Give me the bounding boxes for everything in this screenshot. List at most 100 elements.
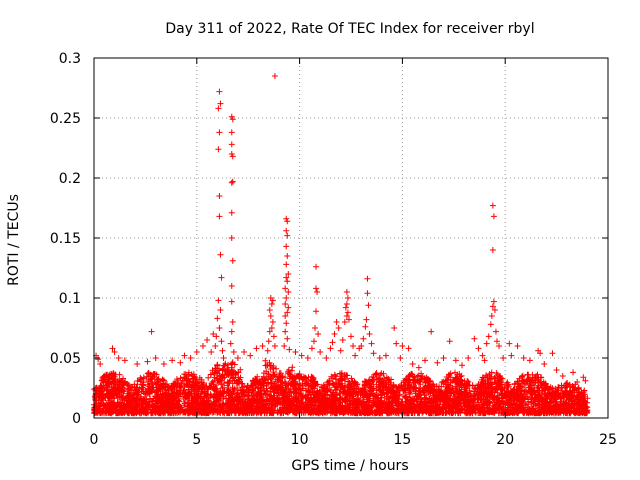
data-point xyxy=(213,333,220,340)
data-point xyxy=(210,331,217,337)
y-tick-label: 0.3 xyxy=(59,51,81,67)
data-point xyxy=(446,338,453,345)
data-point xyxy=(364,275,371,282)
data-point xyxy=(216,213,223,220)
data-point xyxy=(335,325,342,331)
data-point xyxy=(111,349,118,355)
data-point xyxy=(496,343,503,349)
data-point xyxy=(229,153,236,160)
data-point xyxy=(218,338,225,345)
data-point xyxy=(479,352,486,359)
data-point xyxy=(514,343,521,349)
data-point xyxy=(459,362,466,369)
y-tick-label: 0.05 xyxy=(50,351,81,367)
data-point xyxy=(284,218,291,225)
data-point xyxy=(177,359,184,366)
data-point xyxy=(452,357,459,364)
data-point xyxy=(405,345,412,352)
data-point xyxy=(580,374,587,381)
data-point xyxy=(160,361,167,367)
x-tick-label: 25 xyxy=(599,432,617,448)
data-point xyxy=(282,313,289,319)
axis-ticks: 0 0.05 0.1 0.15 0.2 0.25 0.3 0 5 10 15 20 25 xyxy=(50,51,617,448)
data-point xyxy=(312,325,319,331)
data-point xyxy=(298,352,305,359)
data-point xyxy=(253,345,260,352)
data-point xyxy=(216,193,223,199)
data-point xyxy=(217,307,224,313)
data-point xyxy=(368,340,375,347)
data-point xyxy=(219,347,226,354)
data-point xyxy=(537,350,544,357)
data-point xyxy=(341,319,348,325)
data-point xyxy=(508,352,515,359)
data-point xyxy=(549,350,556,357)
x-tick-label: 0 xyxy=(90,432,99,448)
data-point xyxy=(220,355,227,361)
data-point xyxy=(489,247,496,253)
data-point xyxy=(434,359,441,366)
data-point xyxy=(292,349,299,355)
data-point xyxy=(284,278,291,285)
data-point xyxy=(215,105,222,112)
data-points xyxy=(93,73,589,385)
data-point xyxy=(229,319,236,325)
data-point xyxy=(282,301,289,307)
data-point xyxy=(415,364,422,371)
data-point xyxy=(284,253,291,259)
data-point xyxy=(216,129,223,136)
data-point xyxy=(284,232,291,239)
data-point xyxy=(115,355,122,361)
data-point xyxy=(343,301,350,307)
data-point xyxy=(559,373,566,379)
data-point xyxy=(271,343,278,349)
data-point xyxy=(148,328,155,335)
y-tick-label: 0.2 xyxy=(59,171,81,187)
data-point xyxy=(265,338,272,345)
data-point xyxy=(109,345,116,352)
data-point xyxy=(570,369,577,376)
data-point xyxy=(204,337,211,343)
data-point xyxy=(97,361,104,367)
data-point xyxy=(152,355,159,361)
data-point xyxy=(356,345,363,352)
data-point xyxy=(308,345,315,352)
data-point xyxy=(217,251,224,258)
data-point xyxy=(284,335,291,342)
data-point xyxy=(284,309,291,316)
y-axis-label: ROTI / TECUs xyxy=(6,194,22,286)
data-point xyxy=(234,355,241,361)
data-point xyxy=(362,323,369,330)
data-point xyxy=(283,227,290,234)
data-point xyxy=(344,295,351,301)
data-point xyxy=(282,328,289,335)
data-point xyxy=(217,100,224,107)
data-point xyxy=(506,340,513,347)
data-point xyxy=(493,338,500,345)
x-axis-label: GPS time / hours xyxy=(291,458,408,474)
data-point xyxy=(228,209,235,216)
data-point xyxy=(283,320,290,327)
data-point xyxy=(317,349,324,355)
data-point xyxy=(339,337,346,343)
data-point xyxy=(268,301,275,307)
data-point xyxy=(471,335,478,342)
data-point xyxy=(313,263,320,270)
y-tick-label: 0.15 xyxy=(50,231,81,247)
data-point xyxy=(342,304,349,311)
data-point xyxy=(264,347,271,354)
data-point xyxy=(269,319,276,325)
data-point xyxy=(228,179,235,186)
data-point xyxy=(218,274,225,281)
data-point xyxy=(267,313,274,319)
data-point xyxy=(228,328,235,335)
data-point xyxy=(343,313,350,319)
data-point xyxy=(215,297,222,304)
data-point xyxy=(440,355,447,361)
data-point xyxy=(271,73,278,79)
data-point xyxy=(333,319,340,325)
dense-point-cloud xyxy=(91,357,591,417)
data-point xyxy=(285,304,292,311)
data-point xyxy=(304,355,311,361)
data-point xyxy=(376,355,383,361)
